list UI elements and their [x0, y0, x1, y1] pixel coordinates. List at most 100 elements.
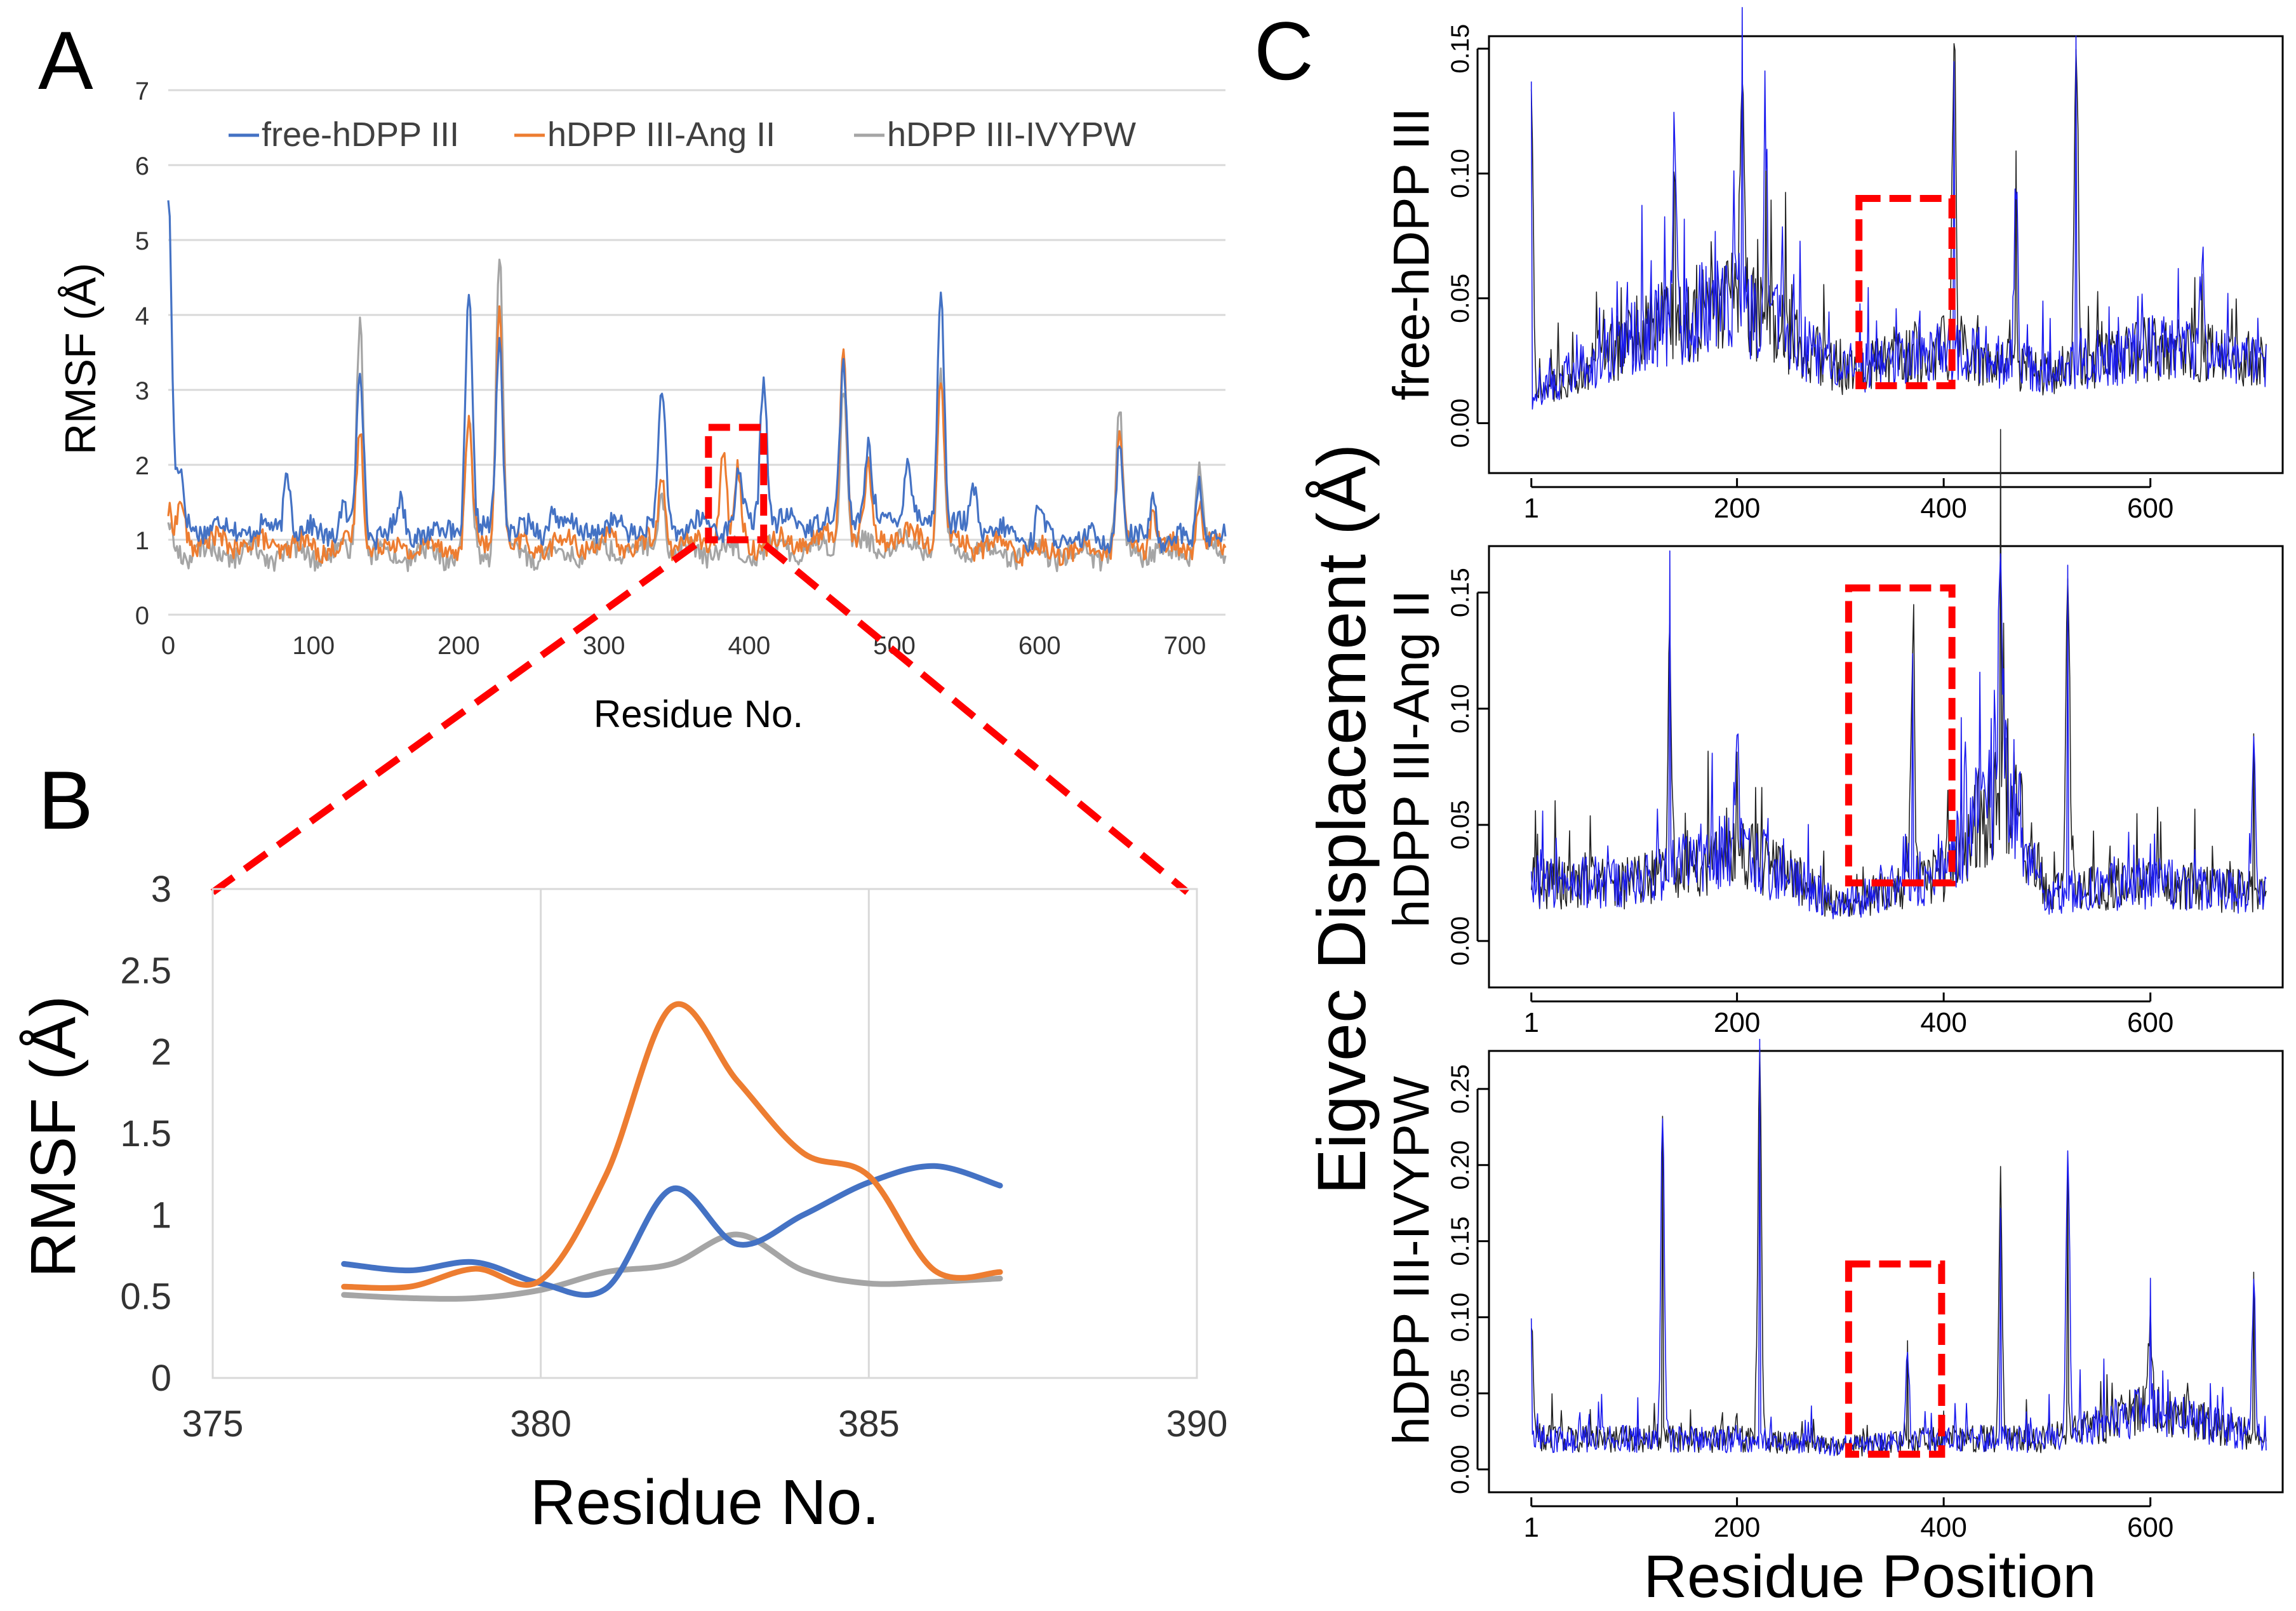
panel-b-ytick-label: 3 — [151, 869, 171, 910]
panel-a-xtick-label: 400 — [728, 632, 770, 660]
panel-c3-title: hDPP III-IVYPW — [1383, 1076, 1439, 1445]
panel-a-ytick-label: 4 — [135, 302, 149, 330]
panel-c2-frame — [1488, 545, 2284, 989]
panel-c1-xtick-label: 600 — [2127, 493, 2173, 524]
panel-b-series-line-free — [341, 1163, 1003, 1298]
panel-b-ytick-label: 0.5 — [120, 1276, 171, 1318]
legend-label-ivypw: hDPP III-IVYPW — [887, 116, 1136, 154]
panel-b-series-line-ivypw — [341, 1231, 1003, 1302]
panel-c2-ytick-label: 0.15 — [1446, 568, 1474, 617]
panel-c2-xtick-label: 200 — [1714, 1007, 1760, 1038]
panel-b-plot-frame — [211, 888, 1198, 1379]
panel-a-xtick-label: 200 — [437, 632, 480, 660]
panel-c3-frame — [1488, 1050, 2284, 1494]
panel-a-xtick-label: 300 — [583, 632, 625, 660]
panel-c1-ytick-label: 0.05 — [1446, 274, 1474, 323]
panel-c1-trace-blue — [1530, 7, 2267, 410]
panel-c3-hdpp-ivypw: 0.00 0.05 0.10 0.15 0.20 0.25 1 200 400 600 — [1446, 1038, 2284, 1543]
panel-b-ytick-label: 1 — [151, 1194, 171, 1236]
panel-a-zoom-box — [705, 424, 768, 544]
panel-a-xtick-label: 100 — [292, 632, 335, 660]
panel-a-ytick-label: 0 — [135, 602, 149, 630]
panel-c3-ytick-label: 0.15 — [1446, 1217, 1474, 1266]
zoom-connector-left — [210, 542, 698, 895]
panel-c2-xtick-label: 1 — [1523, 1007, 1538, 1038]
panel-b-xtick-label: 375 — [182, 1403, 244, 1445]
panel-a-ytick-label: 1 — [135, 527, 149, 555]
panel-c3-trace-blue — [1530, 1038, 2267, 1457]
panel-b-xtick-label: 380 — [510, 1403, 571, 1445]
panel-c1-xtick-label: 1 — [1523, 493, 1538, 524]
panel-c3-xtick-label: 200 — [1714, 1512, 1760, 1543]
panel-a-ylabel: RMSF (Å) — [57, 263, 105, 455]
panel-a-series-line-ang — [167, 305, 1227, 567]
panel-a-xlabel: Residue No. — [594, 693, 803, 735]
panel-c2-ytick-label: 0.10 — [1446, 684, 1474, 733]
panel-c2-title: hDPP III-Ang II — [1383, 590, 1439, 928]
panel-label-c: C — [1254, 4, 1314, 97]
panel-a-ytick-label: 5 — [135, 227, 149, 255]
panel-c2-hdpp-ang: 0.00 0.05 0.10 0.15 1 200 400 600 — [1446, 429, 2284, 1038]
panel-a-ytick-label: 3 — [135, 377, 149, 405]
panel-c-ylabel: Eigvec Displacement (Å) — [1303, 444, 1380, 1194]
panel-c1-ytick-label: 0.00 — [1446, 398, 1474, 448]
panel-a-xtick-label: 700 — [1164, 632, 1206, 660]
panel-c1-frame — [1488, 35, 2284, 474]
panel-c3-xtick-label: 400 — [1920, 1512, 1966, 1543]
panel-c3-ytick-label: 0.05 — [1446, 1368, 1474, 1418]
panel-c1-xtick-label: 400 — [1920, 493, 1966, 524]
panel-c3-ytick-label: 0.25 — [1446, 1064, 1474, 1114]
panel-b-rmsf-zoom-chart: 375 380 385 390 0 0.5 1 1.5 2 2.5 3 Residue No. RM… — [18, 869, 1227, 1538]
panel-a-ytick-label: 6 — [135, 152, 149, 180]
panel-c1-xtick-label: 200 — [1714, 493, 1760, 524]
panel-a-ytick-label: 2 — [135, 452, 149, 480]
panel-label-b: B — [38, 754, 93, 846]
panel-c-eigvec-charts: 0.000.050.100.151 200 400 600 0.000.050.100… — [1303, 7, 2284, 1610]
legend-label-ang: hDPP III-Ang II — [547, 116, 775, 154]
panel-b-ytick-label: 0 — [151, 1358, 171, 1399]
panel-a-legend: free-hDPP III hDPP III-Ang II hDPP III-IVY… — [229, 116, 1136, 154]
panel-b-series-line-ang — [341, 1001, 1003, 1291]
panel-c3-xtick-label: 1 — [1523, 1512, 1538, 1543]
panel-b-series — [341, 1001, 1003, 1302]
panel-a-series — [167, 200, 1227, 572]
panel-c2-highlight-box — [1845, 584, 1956, 886]
panel-c1-highlight-box — [1855, 195, 1956, 389]
panel-c1-ytick-label: 0.15 — [1446, 24, 1474, 74]
panel-b-ytick-label: 2.5 — [120, 950, 171, 991]
panel-c1-title: free-hDPP III — [1383, 108, 1439, 401]
panel-b-xlabel: Residue No. — [530, 1467, 879, 1538]
panel-c3-trace-black — [1530, 1047, 2267, 1457]
panel-c3-ytick-label: 0.00 — [1446, 1445, 1474, 1494]
panel-a-series-line-free — [167, 200, 1227, 554]
panel-c2-trace-blue — [1530, 550, 2267, 919]
panel-c-xlabel: Residue Position — [1644, 1543, 2097, 1610]
panel-c1-free-hdpp: 0.00 0.05 0.10 0.15 1 200 400 600 — [1446, 7, 2284, 524]
panel-a-xtick-label: 0 — [161, 632, 175, 660]
panel-b-ylabel: RMSF (Å) — [18, 996, 89, 1278]
panel-c3-highlight-box — [1845, 1260, 1946, 1458]
zoom-connector-right — [763, 542, 1190, 895]
panel-a-ytick-label: 7 — [135, 77, 149, 105]
legend-label-free: free-hDPP III — [262, 116, 459, 154]
panel-a-series-line-ivypw — [167, 258, 1227, 572]
panel-b-xtick-label: 390 — [1166, 1403, 1228, 1445]
panel-c2-trace-black — [1530, 429, 2267, 917]
panel-c2-ytick-label: 0.00 — [1446, 916, 1474, 966]
panel-b-ytick-label: 2 — [151, 1032, 171, 1073]
panel-label-a: A — [38, 14, 93, 107]
panel-b-xtick-label: 385 — [838, 1403, 900, 1445]
panel-c3-ytick-label: 0.10 — [1446, 1292, 1474, 1342]
panel-c3-xtick-label: 600 — [2127, 1512, 2173, 1543]
panel-c2-ytick-label: 0.05 — [1446, 800, 1474, 850]
panel-b-gridlines — [540, 889, 870, 1378]
panel-c1-ytick-label: 0.10 — [1446, 149, 1474, 198]
panel-c3-ytick-label: 0.20 — [1446, 1140, 1474, 1190]
panel-b-ytick-label: 1.5 — [120, 1113, 171, 1154]
panel-c2-xtick-label: 400 — [1920, 1007, 1966, 1038]
panel-c2-xtick-label: 600 — [2127, 1007, 2173, 1038]
panel-b-ticks: 375 380 385 390 0 0.5 1 1.5 2 2.5 3 — [120, 869, 1227, 1445]
